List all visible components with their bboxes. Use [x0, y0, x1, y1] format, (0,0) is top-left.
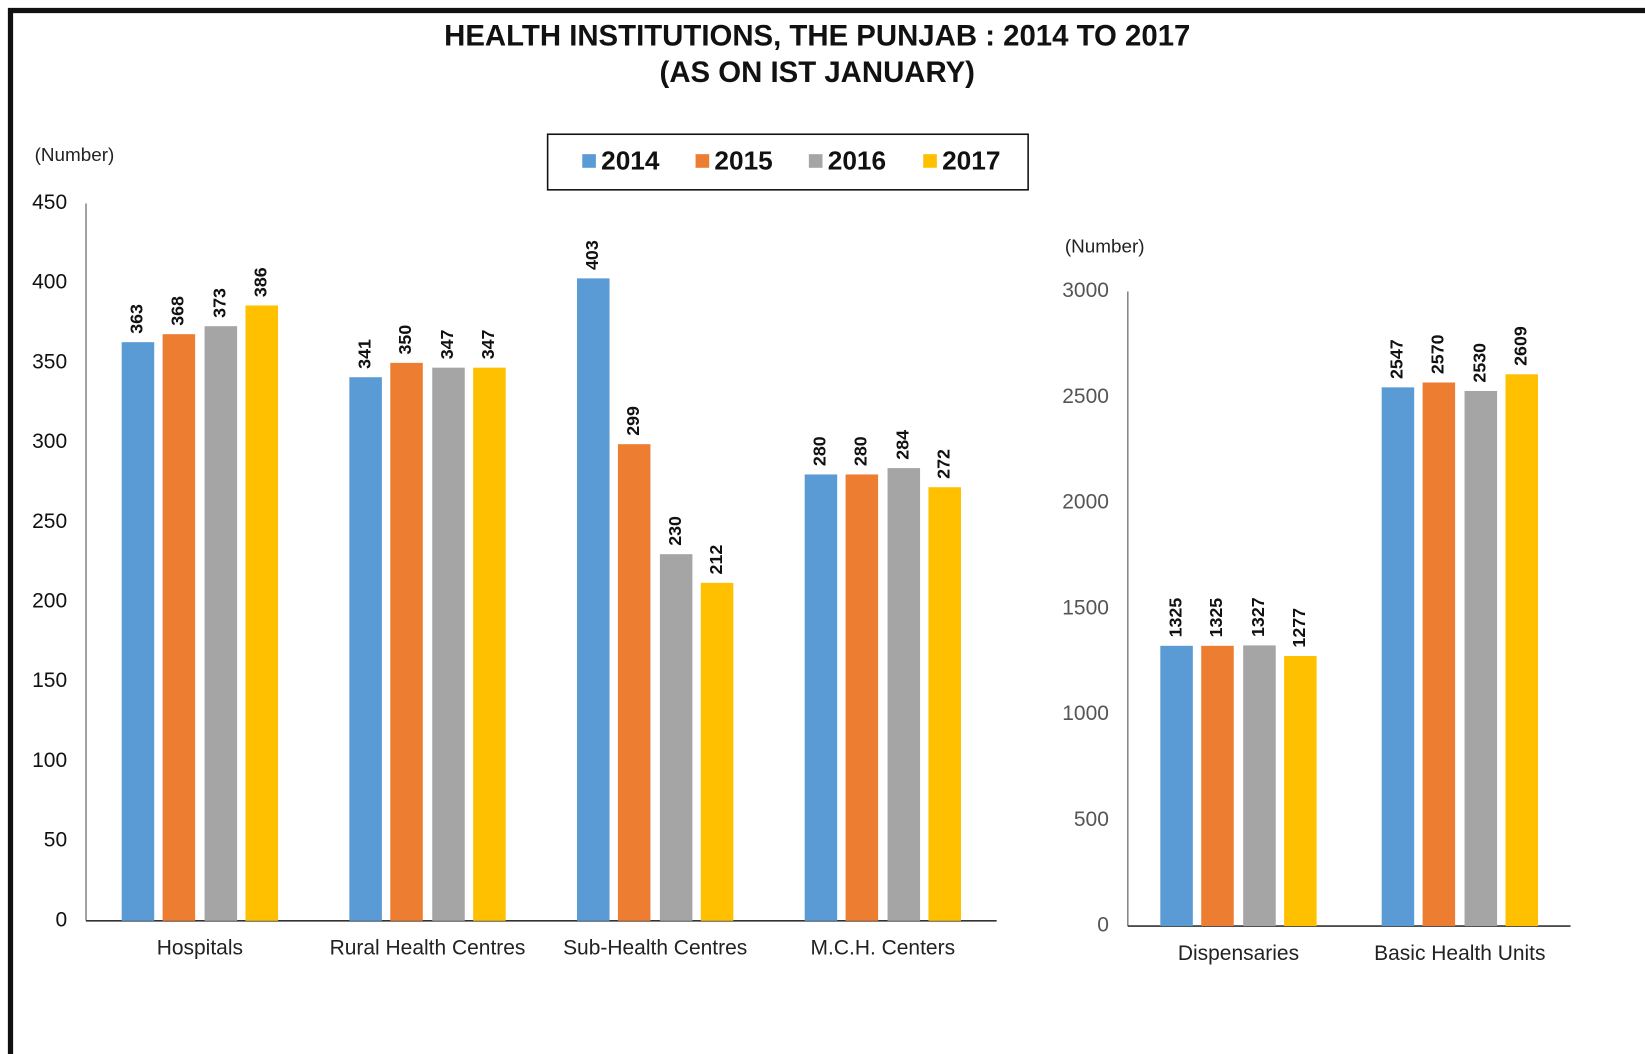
bar — [804, 474, 838, 921]
y-tick-label: 50 — [44, 829, 67, 852]
x-tick-label: Basic Health Units — [1374, 942, 1545, 965]
bar — [390, 362, 423, 921]
y-tick-label: 250 — [32, 510, 67, 533]
y-axis-label: (Number) — [35, 145, 115, 166]
legend-label: 2017 — [942, 145, 1000, 175]
y-tick-label: 500 — [1074, 808, 1109, 831]
value-label: 1277 — [1289, 608, 1309, 648]
x-tick-label: M.C.H. Centers — [811, 937, 956, 960]
y-tick-label: 0 — [55, 908, 67, 931]
value-label: 368 — [168, 296, 188, 326]
bar — [1422, 382, 1456, 927]
value-label: 1325 — [1165, 598, 1185, 638]
value-label: 280 — [851, 436, 871, 466]
bar — [1160, 645, 1193, 927]
bar — [700, 582, 734, 921]
x-tick-label: Rural Health Centres — [330, 937, 526, 960]
y-tick-label: 2000 — [1062, 491, 1109, 514]
legend-box — [546, 133, 1029, 191]
bar — [204, 326, 238, 921]
bar — [473, 367, 506, 921]
value-label: 1327 — [1248, 597, 1268, 637]
value-label: 350 — [395, 325, 415, 355]
y-tick-label: 1500 — [1062, 596, 1109, 619]
y-tick-label: 0 — [1097, 914, 1109, 937]
value-label: 284 — [893, 430, 913, 460]
bar — [577, 278, 610, 921]
bar — [432, 367, 465, 921]
y-tick-label: 350 — [32, 350, 67, 373]
chart-title: HEALTH INSTITUTIONS, THE PUNJAB : 2014 T… — [444, 20, 1190, 53]
y-axis-label: (Number) — [1065, 236, 1145, 257]
bar — [349, 377, 382, 921]
bar — [1284, 655, 1317, 927]
y-tick-label: 200 — [32, 590, 67, 613]
value-label: 347 — [478, 329, 498, 359]
bar — [887, 468, 921, 921]
legend-swatch — [695, 154, 710, 168]
legend-label: 2016 — [828, 145, 886, 175]
bar — [121, 342, 155, 921]
value-label: 2609 — [1510, 326, 1530, 366]
chart-subtitle: (AS ON IST JANUARY) — [660, 56, 975, 89]
bar — [1201, 645, 1234, 927]
legend-label: 2014 — [601, 145, 660, 175]
bar — [928, 487, 961, 921]
value-label: 1325 — [1206, 598, 1226, 638]
value-label: 2570 — [1428, 334, 1448, 374]
bar — [617, 444, 651, 921]
y-tick-label: 3000 — [1062, 279, 1109, 302]
frame — [7, 7, 1645, 1054]
x-tick-label: Dispensaries — [1178, 942, 1299, 965]
legend-label: 2015 — [714, 145, 772, 175]
value-label: 341 — [354, 339, 374, 369]
x-tick-label: Hospitals — [157, 937, 243, 960]
legend-swatch — [923, 154, 937, 168]
bar — [162, 334, 196, 921]
y-tick-label: 450 — [32, 191, 67, 214]
value-label: 2547 — [1387, 339, 1407, 379]
value-label: 230 — [665, 516, 685, 546]
y-tick-label: 300 — [32, 430, 67, 453]
y-tick-label: 150 — [32, 669, 67, 692]
y-tick-label: 2500 — [1062, 385, 1109, 408]
value-label: 363 — [127, 304, 147, 334]
value-label: 299 — [623, 406, 643, 436]
legend-swatch — [582, 154, 596, 168]
bar — [1505, 374, 1538, 927]
bar — [1243, 645, 1276, 927]
x-tick-label: Sub-Health Centres — [563, 937, 747, 960]
value-label: 386 — [250, 267, 270, 297]
value-label: 212 — [706, 545, 726, 575]
value-label: 280 — [810, 436, 830, 466]
y-tick-label: 100 — [32, 749, 67, 772]
value-label: 347 — [437, 329, 457, 359]
bar — [659, 554, 693, 921]
value-label: 2530 — [1470, 343, 1490, 383]
value-label: 373 — [210, 288, 230, 318]
value-label: 403 — [582, 240, 602, 270]
y-tick-label: 1000 — [1062, 702, 1109, 725]
bar — [1381, 387, 1415, 927]
y-tick-label: 400 — [32, 271, 67, 294]
bar — [1464, 390, 1498, 927]
bar — [845, 474, 879, 921]
value-label: 272 — [933, 449, 953, 479]
bar — [245, 305, 279, 921]
legend-swatch — [808, 154, 823, 168]
